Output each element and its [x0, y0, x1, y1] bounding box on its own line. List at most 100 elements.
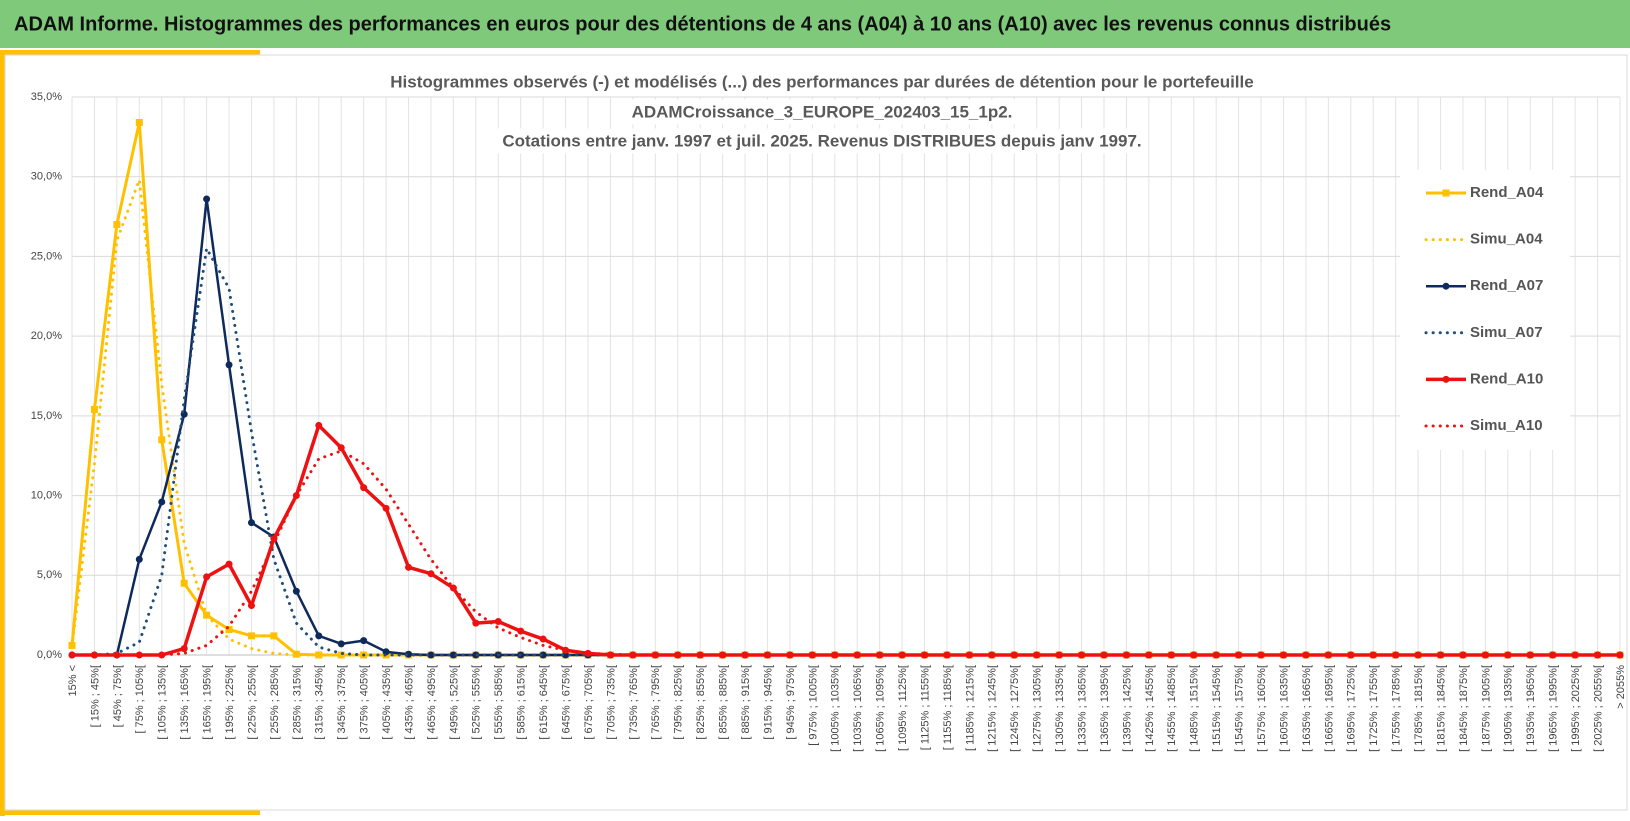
marker [270, 632, 278, 640]
x-tick-label: [ 855% ; 885%[ [718, 665, 730, 740]
marker [517, 627, 525, 635]
x-tick-label: [ 525% ; 555%[ [471, 665, 483, 740]
marker [315, 421, 323, 429]
x-tick-label: [ 45% ; 75%[ [112, 665, 124, 727]
x-tick-label: [ 975% ; 1005%[ [807, 665, 819, 746]
marker [247, 519, 255, 527]
x-tick-label: [ 795% ; 825%[ [673, 665, 685, 740]
x-tick-label: [ 1455% ; 1485%[ [1166, 665, 1178, 752]
y-tick-label: 25,0% [31, 250, 62, 262]
x-tick-label: [ 1605% ; 1635%[ [1278, 665, 1290, 752]
marker [292, 650, 300, 658]
legend-marker [1442, 375, 1450, 383]
marker [719, 651, 727, 659]
x-tick-label: [ 1365% ; 1395%[ [1099, 665, 1111, 752]
x-tick-label: [ 495% ; 525%[ [448, 665, 460, 740]
marker [180, 645, 188, 653]
x-tick-label: [ 1275% ; 1305%[ [1032, 665, 1044, 752]
x-tick-label: [ 1845% ; 1875%[ [1458, 665, 1470, 752]
marker [203, 573, 211, 581]
x-tick-label: [ 1335% ; 1365%[ [1076, 665, 1088, 752]
legend-label: Simu_A10 [1470, 417, 1543, 434]
marker [539, 651, 547, 659]
series-line [70, 178, 1622, 657]
header-title: ADAM Informe. Histogrammes des performan… [14, 13, 1391, 35]
marker [449, 651, 457, 659]
x-tick-label: [ 1995% ; 2025%[ [1570, 665, 1582, 752]
marker [1145, 651, 1153, 659]
x-tick-label: [ 165% ; 195%[ [202, 665, 214, 740]
chart-title: Histogrammes observés (-) et modélisés (… [390, 72, 1253, 91]
legend-label: Rend_A04 [1470, 184, 1544, 201]
x-tick-label: [ 135% ; 165%[ [179, 665, 191, 740]
x-tick-label: [ 555% ; 585%[ [493, 665, 505, 740]
x-tick-label: [ 1635% ; 1665%[ [1301, 665, 1313, 752]
legend-label: Simu_A07 [1470, 324, 1543, 341]
y-tick-label: 35,0% [31, 91, 62, 103]
x-tick-label: [ 195% ; 225%[ [224, 665, 236, 740]
x-tick-label: [ 1155% ; 1185%[ [942, 665, 954, 750]
marker [113, 651, 121, 659]
marker [135, 119, 143, 127]
x-tick-label: [ 1545% ; 1575%[ [1234, 665, 1246, 752]
x-tick-label: [ 1395% ; 1425%[ [1121, 665, 1133, 752]
x-tick-label: [ 1725% ; 1755%[ [1368, 665, 1380, 752]
marker [247, 632, 255, 640]
x-tick-label: [ 465% ; 495%[ [426, 665, 438, 740]
x-tick-label: [ 1185% ; 1215%[ [964, 665, 976, 751]
x-tick-label: [ 15% ; 45%[ [89, 665, 101, 727]
marker [405, 563, 413, 571]
x-tick-label: [ 1515% ; 1545%[ [1211, 665, 1223, 752]
legend-background [1400, 170, 1570, 450]
x-tick-label: [ 315% ; 345%[ [314, 665, 326, 740]
title-background [384, 69, 1260, 95]
header-bar [0, 0, 1630, 48]
frame [4, 54, 1628, 811]
y-tick-label: 15,0% [31, 410, 62, 422]
x-tick-label: [ 1785% ; 1815%[ [1413, 665, 1425, 752]
x-tick-label: [ 1305% ; 1335%[ [1054, 665, 1066, 752]
marker [113, 221, 121, 229]
x-tick-label: [ 75% ; 105%[ [134, 665, 146, 734]
chart-title: Cotations entre janv. 1997 et juil. 2025… [502, 131, 1141, 150]
marker [763, 651, 771, 659]
legend-marker [1442, 189, 1450, 197]
marker [494, 618, 502, 626]
series-line [72, 197, 1620, 657]
marker [696, 651, 704, 659]
title-background [496, 128, 1148, 154]
marker [1571, 651, 1579, 659]
x-tick-label: [ 765% ; 795%[ [650, 665, 662, 740]
marker [1190, 651, 1198, 659]
x-tick-label: [ 1935% ; 1965%[ [1525, 665, 1537, 752]
x-tick-label: [ 1815% ; 1845%[ [1435, 665, 1447, 752]
y-tick-label: 5,0% [37, 569, 62, 581]
x-tick-label: [ 885% ; 915%[ [740, 665, 752, 740]
marker [427, 570, 435, 578]
marker [1257, 651, 1265, 659]
marker [225, 560, 233, 568]
marker [1549, 651, 1557, 659]
marker [292, 587, 300, 595]
marker [1414, 651, 1422, 659]
marker [158, 436, 166, 444]
marker [449, 584, 457, 592]
marker [1279, 651, 1287, 659]
x-tick-label: [ 1215% ; 1245%[ [987, 665, 999, 752]
marker [180, 579, 188, 587]
x-tick-label: [ 735% ; 765%[ [628, 665, 640, 740]
y-tick-label: 30,0% [31, 171, 62, 183]
x-tick-label: [ 255% ; 285%[ [269, 665, 281, 740]
marker [876, 651, 884, 659]
x-tick-label: [ 375% ; 405%[ [359, 665, 371, 740]
x-tick-label: [ 1875% ; 1905%[ [1480, 665, 1492, 752]
marker [1167, 651, 1175, 659]
marker [315, 651, 323, 659]
marker [158, 651, 166, 659]
x-tick-label: [ 1005% ; 1035%[ [830, 665, 842, 752]
accent [0, 50, 260, 55]
accent [0, 810, 260, 815]
x-tick-label: [ 1095% ; 1125%[ [897, 665, 909, 751]
marker [158, 498, 166, 506]
